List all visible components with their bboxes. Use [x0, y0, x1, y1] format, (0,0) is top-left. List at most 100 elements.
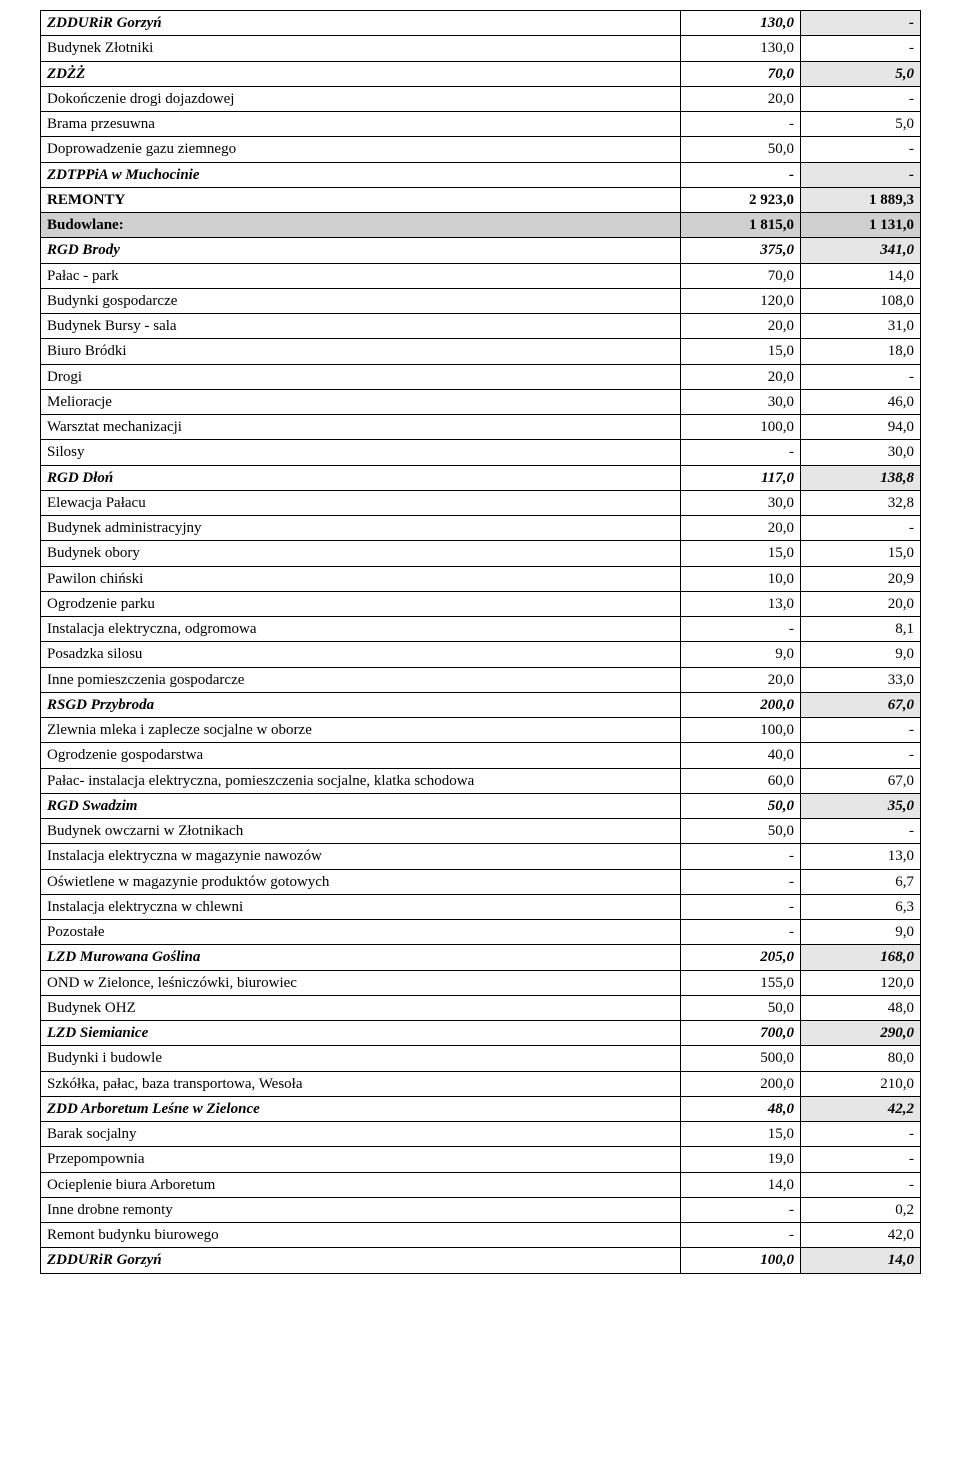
row-value-2: 48,0	[801, 995, 921, 1020]
row-label: LZD Siemianice	[41, 1021, 681, 1046]
row-value-2: -	[801, 137, 921, 162]
row-value-1: 70,0	[681, 263, 801, 288]
table-row: OND w Zielonce, leśniczówki, biurowiec15…	[41, 970, 921, 995]
row-value-2: 30,0	[801, 440, 921, 465]
table-row: Silosy-30,0	[41, 440, 921, 465]
row-value-1: 205,0	[681, 945, 801, 970]
row-value-1: -	[681, 920, 801, 945]
row-label: Przepompownia	[41, 1147, 681, 1172]
row-value-1: 60,0	[681, 768, 801, 793]
row-label: RGD Dłoń	[41, 465, 681, 490]
row-value-1: 117,0	[681, 465, 801, 490]
row-label: Budynki i budowle	[41, 1046, 681, 1071]
row-label: RSGD Przybroda	[41, 692, 681, 717]
row-label: RGD Swadzim	[41, 793, 681, 818]
table-row: Budynki gospodarcze120,0108,0	[41, 288, 921, 313]
row-value-2: -	[801, 86, 921, 111]
row-value-2: 108,0	[801, 288, 921, 313]
row-value-2: 32,8	[801, 490, 921, 515]
row-value-2: 46,0	[801, 389, 921, 414]
row-value-1: -	[681, 162, 801, 187]
row-value-1: 20,0	[681, 314, 801, 339]
row-value-1: 130,0	[681, 36, 801, 61]
table-row: Budynek administracyjny20,0-	[41, 516, 921, 541]
row-value-2: 94,0	[801, 415, 921, 440]
row-label: Inne drobne remonty	[41, 1197, 681, 1222]
row-value-2: -	[801, 819, 921, 844]
table-row: RSGD Przybroda200,067,0	[41, 692, 921, 717]
row-value-2: -	[801, 36, 921, 61]
row-value-2: 341,0	[801, 238, 921, 263]
row-value-1: 200,0	[681, 692, 801, 717]
row-value-1: 30,0	[681, 389, 801, 414]
table-row: ZDDURiR Gorzyń100,014,0	[41, 1248, 921, 1273]
row-label: Instalacja elektryczna w magazynie nawoz…	[41, 844, 681, 869]
table-row: RGD Dłoń117,0138,8	[41, 465, 921, 490]
row-value-2: 35,0	[801, 793, 921, 818]
table-row: RGD Swadzim50,035,0	[41, 793, 921, 818]
row-label: Budynki gospodarcze	[41, 288, 681, 313]
row-label: Budynek Złotniki	[41, 36, 681, 61]
row-label: RGD Brody	[41, 238, 681, 263]
row-label: ZDTPPiA w Muchocinie	[41, 162, 681, 187]
row-value-2: 6,3	[801, 894, 921, 919]
row-label: Silosy	[41, 440, 681, 465]
row-value-2: 290,0	[801, 1021, 921, 1046]
row-value-1: -	[681, 869, 801, 894]
row-value-2: 5,0	[801, 61, 921, 86]
row-value-1: 40,0	[681, 743, 801, 768]
row-label: LZD Murowana Goślina	[41, 945, 681, 970]
row-value-2: 168,0	[801, 945, 921, 970]
table-row: Barak socjalny15,0-	[41, 1122, 921, 1147]
row-value-1: 15,0	[681, 339, 801, 364]
table-row: Elewacja Pałacu30,032,8	[41, 490, 921, 515]
row-label: Budynek Bursy - sala	[41, 314, 681, 339]
row-value-2: -	[801, 162, 921, 187]
row-value-1: 120,0	[681, 288, 801, 313]
row-value-2: 14,0	[801, 263, 921, 288]
row-value-1: 200,0	[681, 1071, 801, 1096]
row-value-1: 13,0	[681, 591, 801, 616]
row-value-1: 2 923,0	[681, 187, 801, 212]
table-row: ZDTPPiA w Muchocinie--	[41, 162, 921, 187]
table-row: Warsztat mechanizacji100,094,0	[41, 415, 921, 440]
table-row: LZD Murowana Goślina205,0168,0	[41, 945, 921, 970]
row-value-2: 138,8	[801, 465, 921, 490]
row-label: Ogrodzenie gospodarstwa	[41, 743, 681, 768]
row-value-2: 1 131,0	[801, 213, 921, 238]
row-value-2: -	[801, 1147, 921, 1172]
row-label: ZDDURiR Gorzyń	[41, 1248, 681, 1273]
row-label: ZDŻŻ	[41, 61, 681, 86]
row-value-1: -	[681, 617, 801, 642]
row-value-2: 8,1	[801, 617, 921, 642]
table-row: Drogi20,0-	[41, 364, 921, 389]
row-value-1: 70,0	[681, 61, 801, 86]
table-row: Ogrodzenie parku13,020,0	[41, 591, 921, 616]
table-body: ZDDURiR Gorzyń130,0-Budynek Złotniki130,…	[41, 11, 921, 1274]
table-row: Instalacja elektryczna w chlewni-6,3	[41, 894, 921, 919]
row-value-2: 67,0	[801, 692, 921, 717]
row-label: Budynek administracyjny	[41, 516, 681, 541]
row-value-2: 33,0	[801, 667, 921, 692]
row-label: Ogrodzenie parku	[41, 591, 681, 616]
row-label: Warsztat mechanizacji	[41, 415, 681, 440]
table-row: Pawilon chiński10,020,9	[41, 566, 921, 591]
table-row: Pozostałe-9,0	[41, 920, 921, 945]
table-row: Pałac- instalacja elektryczna, pomieszcz…	[41, 768, 921, 793]
row-value-1: 20,0	[681, 86, 801, 111]
row-label: Szkółka, pałac, baza transportowa, Wesoł…	[41, 1071, 681, 1096]
row-label: Pałac- instalacja elektryczna, pomieszcz…	[41, 768, 681, 793]
row-label: OND w Zielonce, leśniczówki, biurowiec	[41, 970, 681, 995]
row-value-1: 100,0	[681, 718, 801, 743]
table-row: Ocieplenie biura Arboretum14,0-	[41, 1172, 921, 1197]
table-row: Zlewnia mleka i zaplecze socjalne w obor…	[41, 718, 921, 743]
row-value-1: 50,0	[681, 137, 801, 162]
table-row: Posadzka silosu9,09,0	[41, 642, 921, 667]
row-value-2: -	[801, 743, 921, 768]
row-value-1: 130,0	[681, 11, 801, 36]
table-row: ZDD Arboretum Leśne w Zielonce48,042,2	[41, 1096, 921, 1121]
row-value-2: -	[801, 364, 921, 389]
row-value-1: 48,0	[681, 1096, 801, 1121]
table-row: Biuro Bródki15,018,0	[41, 339, 921, 364]
row-value-2: 18,0	[801, 339, 921, 364]
